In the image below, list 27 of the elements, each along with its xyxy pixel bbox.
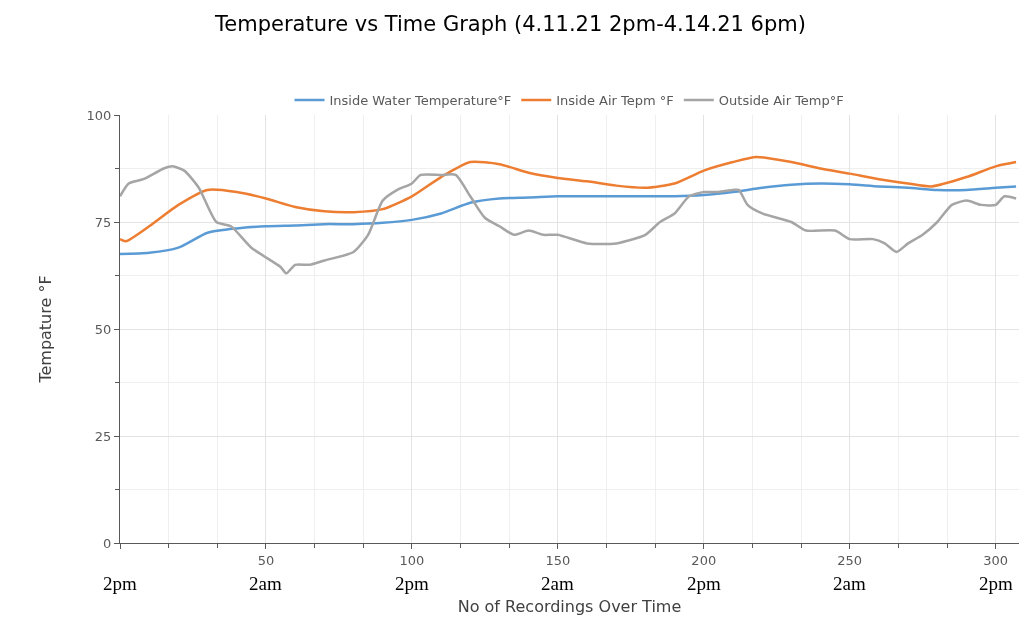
line-series: [120, 155, 1018, 243]
x-tick-label: 250: [837, 552, 863, 568]
x-tick-label: 200: [691, 552, 717, 568]
legend-label: Inside Water Temperature°F: [329, 93, 512, 109]
text: 2am: [249, 573, 282, 594]
text: 2pm: [103, 573, 137, 594]
y-axis-title: Tempature °F: [36, 275, 56, 384]
x-axis-title: No of Recordings Over Time: [457, 597, 682, 617]
x-tick-label: 50: [257, 552, 275, 568]
chart-title: Temperature vs Time Graph (4.11.21 2pm-4.14.21 6pm): [214, 11, 806, 36]
y-tick-label: 100: [86, 107, 112, 123]
y-tick-label: 75: [94, 214, 112, 230]
legend-label: Inside Air Tepm °F: [556, 93, 674, 109]
y-tick-label: 50: [94, 321, 112, 337]
y-tick-label: 25: [94, 428, 112, 444]
line-series: [120, 182, 1018, 256]
x-tick-label: 300: [983, 552, 1009, 568]
line-series: [120, 165, 1018, 275]
text: 2am: [541, 573, 574, 594]
legend-label: Outside Air Temp°F: [718, 93, 844, 109]
text: 2pm: [979, 573, 1013, 594]
text: 2am: [833, 573, 866, 594]
x-tick-label: 150: [545, 552, 571, 568]
y-tick-label: 0: [103, 535, 112, 551]
x-tick-label: 100: [399, 552, 425, 568]
text: 2pm: [395, 573, 429, 594]
text: 2pm: [687, 573, 721, 594]
